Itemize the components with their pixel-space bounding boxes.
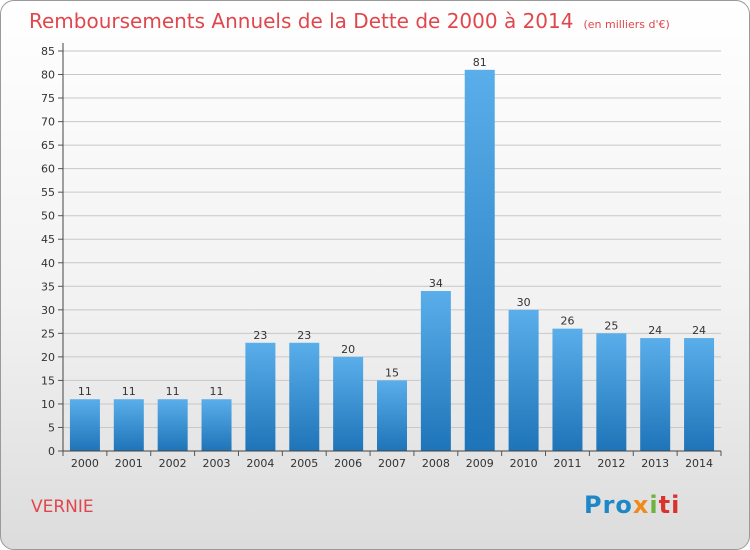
y-tick-label: 70: [41, 116, 55, 129]
y-tick-label: 25: [41, 327, 55, 340]
x-tick-label-2002: 2002: [159, 457, 187, 470]
x-tick-label-2013: 2013: [641, 457, 669, 470]
town-name: VERNIE: [31, 497, 94, 517]
y-tick-label: 30: [41, 304, 55, 317]
bar-2005: [289, 342, 320, 451]
bar-2003: [201, 399, 232, 451]
bar-2006: [333, 356, 364, 451]
bar-2002: [157, 399, 188, 451]
x-tick-label-2001: 2001: [115, 457, 143, 470]
y-tick-label: 10: [41, 398, 55, 411]
x-tick-label-2012: 2012: [597, 457, 625, 470]
y-tick-label: 50: [41, 210, 55, 223]
value-label-2000: 11: [78, 385, 92, 398]
y-tick-label: 0: [48, 445, 55, 458]
bar-2014: [684, 338, 715, 451]
value-label-2008: 34: [429, 277, 443, 290]
y-tick-label: 65: [41, 139, 55, 152]
y-tick-label: 5: [48, 421, 55, 434]
logo-part-4: ti: [658, 491, 681, 519]
logo-part-1: Pro: [584, 491, 633, 519]
bar-2000: [69, 399, 100, 451]
value-label-2005: 23: [297, 329, 311, 342]
value-label-2014: 24: [692, 324, 706, 337]
bar-2011: [552, 328, 583, 451]
bar-2001: [113, 399, 144, 451]
chart-title-text: Remboursements Annuels de la Dette de 20…: [29, 9, 574, 33]
value-label-2004: 23: [253, 329, 267, 342]
y-tick-label: 15: [41, 374, 55, 387]
bar-2007: [377, 380, 407, 451]
x-tick-label-2004: 2004: [246, 457, 274, 470]
value-label-2006: 20: [341, 343, 355, 356]
value-label-2009: 81: [473, 56, 487, 69]
logo-part-3: i: [649, 491, 659, 519]
chart-title: Remboursements Annuels de la Dette de 20…: [29, 9, 670, 33]
y-tick-label: 60: [41, 163, 55, 176]
y-tick-label: 75: [41, 92, 55, 105]
y-tick-label: 40: [41, 257, 55, 270]
value-label-2001: 11: [122, 385, 136, 398]
bar-2012: [596, 333, 627, 451]
x-tick-label-2007: 2007: [378, 457, 406, 470]
x-tick-label-2014: 2014: [685, 457, 713, 470]
x-tick-label-2010: 2010: [510, 457, 538, 470]
value-label-2010: 30: [517, 296, 531, 309]
y-tick-label: 20: [41, 351, 55, 364]
bar-2008: [420, 291, 451, 451]
x-tick-label-2008: 2008: [422, 457, 450, 470]
value-label-2002: 11: [166, 385, 180, 398]
bar-2010: [508, 309, 539, 451]
x-tick-label-2003: 2003: [203, 457, 231, 470]
value-label-2013: 24: [648, 324, 662, 337]
chart-unit: (en milliers d'€): [583, 18, 670, 31]
bar-2004: [245, 342, 276, 451]
y-tick-label: 55: [41, 186, 55, 199]
y-tick-label: 85: [41, 45, 55, 58]
x-tick-label-2000: 2000: [71, 457, 99, 470]
bar-2013: [640, 338, 671, 451]
value-label-2011: 26: [560, 315, 574, 328]
y-tick-label: 80: [41, 69, 55, 82]
value-label-2012: 25: [604, 319, 618, 332]
x-tick-label-2006: 2006: [334, 457, 362, 470]
y-tick-label: 45: [41, 233, 55, 246]
y-tick-label: 35: [41, 280, 55, 293]
x-tick-label-2011: 2011: [553, 457, 581, 470]
x-tick-label-2009: 2009: [466, 457, 494, 470]
logo-part-2: x: [632, 491, 650, 519]
proxiti-logo: Proxiti: [584, 491, 680, 519]
bar-2009: [464, 69, 495, 451]
value-label-2003: 11: [210, 385, 224, 398]
x-tick-label-2005: 2005: [290, 457, 318, 470]
value-label-2007: 15: [385, 366, 399, 379]
